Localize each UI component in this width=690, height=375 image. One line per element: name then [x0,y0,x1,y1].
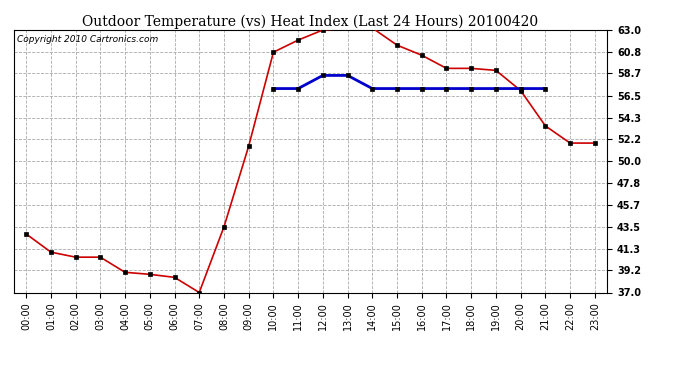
Text: Copyright 2010 Cartronics.com: Copyright 2010 Cartronics.com [17,35,158,44]
Title: Outdoor Temperature (vs) Heat Index (Last 24 Hours) 20100420: Outdoor Temperature (vs) Heat Index (Las… [82,15,539,29]
